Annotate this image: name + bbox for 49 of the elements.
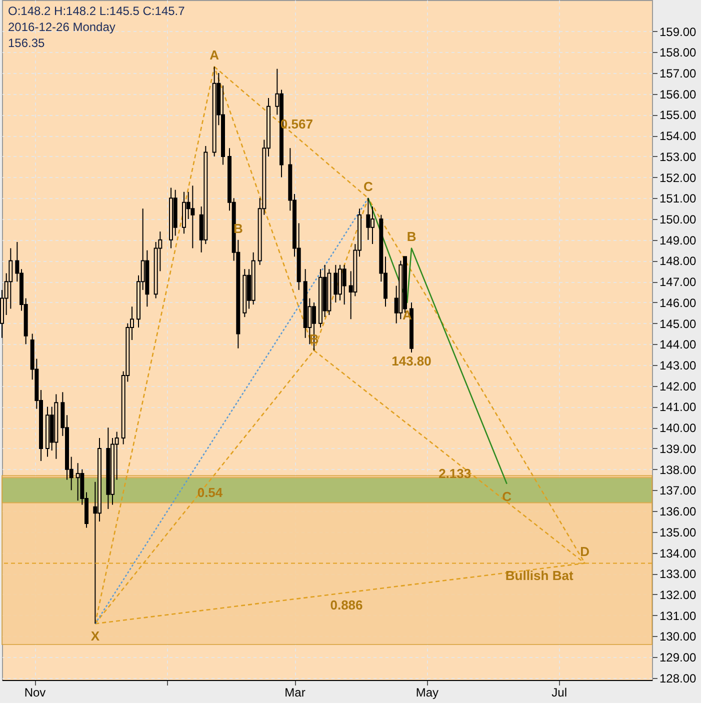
y-tick-label: 155.00: [660, 108, 697, 122]
y-tick-label: 134.00: [660, 546, 697, 560]
y-tick-label: 140.00: [660, 421, 697, 436]
y-tick-label: 159.00: [660, 24, 697, 39]
y-tick-label: 148.00: [660, 254, 697, 268]
y-tick-label: 136.00: [660, 504, 697, 519]
annotation: O:148.2 H:148.2 L:145.5 C:145.7: [8, 4, 186, 18]
y-tick-label: 133.00: [660, 567, 697, 582]
y-tick-label: 143.00: [660, 358, 697, 373]
y-tick-label: 150.00: [660, 212, 697, 227]
y-tick-label: 158.00: [660, 46, 697, 60]
y-tick-label: 130.00: [660, 630, 697, 644]
annotation: 143.80: [392, 353, 432, 368]
y-tick-label: 139.00: [660, 442, 697, 456]
y-tick-label: 146.00: [660, 296, 697, 310]
annotation: 0.54: [197, 484, 224, 500]
y-tick-label: 157.00: [660, 66, 697, 81]
x-tick-label: May: [416, 686, 439, 700]
y-tick-label: 147.00: [660, 275, 697, 290]
y-tick-label: 129.00: [660, 650, 697, 665]
y-tick-label: 151.00: [660, 192, 697, 206]
y-tick-label: 142.00: [660, 379, 697, 394]
y-tick-label: 131.00: [660, 608, 697, 623]
annotation: Bullish Bat: [505, 568, 574, 584]
y-tick-label: 154.00: [660, 129, 697, 144]
y-tick-label: 145.00: [660, 316, 697, 331]
annotation: D: [580, 544, 590, 560]
annotation: C: [363, 179, 374, 194]
y-tick-label: 152.00: [660, 170, 697, 185]
annotation: B: [406, 229, 416, 244]
y-tick-label: 144.00: [660, 338, 697, 352]
y-tick-label: 132.00: [660, 588, 697, 602]
annotation: 0.886: [330, 597, 363, 612]
annotation: 2016-12-26 Monday: [8, 20, 116, 34]
y-tick-label: 135.00: [660, 525, 697, 540]
annotation: A: [210, 48, 220, 63]
annotation: 156.35: [8, 36, 46, 50]
y-tick-label: 128.00: [660, 671, 697, 686]
y-tick-label: 149.00: [660, 233, 697, 248]
x-tick-label: Nov: [24, 686, 46, 700]
x-tick-label: Jul: [552, 686, 568, 700]
y-tick-label: 141.00: [660, 400, 697, 414]
y-tick-label: 153.00: [660, 150, 697, 164]
y-tick-label: 138.00: [660, 462, 697, 477]
y-tick-label: 137.00: [660, 484, 697, 498]
x-tick-label: Mar: [284, 686, 306, 700]
y-tick-label: 156.00: [660, 87, 697, 102]
annotation: C: [502, 488, 512, 504]
annotation: X: [90, 628, 100, 644]
